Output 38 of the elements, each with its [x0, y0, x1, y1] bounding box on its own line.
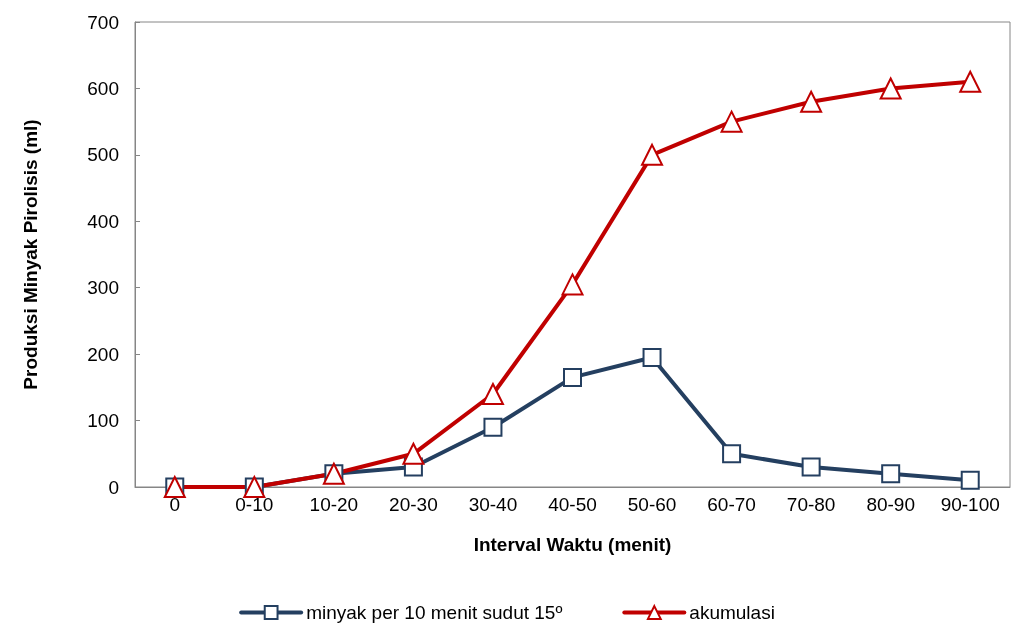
- point: [642, 347, 662, 367]
- point: [959, 70, 982, 93]
- point: [402, 442, 425, 465]
- point: [800, 90, 823, 113]
- y-tick-label: 200: [87, 343, 119, 365]
- point: [801, 457, 821, 477]
- point: [481, 383, 504, 405]
- y-tick-label: 100: [87, 410, 119, 432]
- legend-label: akumulasi: [689, 602, 775, 623]
- x-tick-label: 10-20: [309, 494, 359, 515]
- y-tick-label: 500: [87, 144, 119, 166]
- x-tick-label: 30-40: [468, 494, 518, 515]
- point: [641, 143, 664, 166]
- x-tick-label: 20-30: [389, 494, 438, 515]
- point: [720, 110, 743, 133]
- y-tick-label: 0: [108, 476, 119, 498]
- x-tick-label: 50-60: [627, 494, 677, 515]
- point: [561, 273, 584, 296]
- y-axis-title: Produksi Minyak Pirolisis (ml): [20, 119, 41, 390]
- x-tick-label: 0: [169, 494, 181, 515]
- point: [879, 77, 902, 100]
- point: [960, 470, 980, 490]
- y-tick-label: 700: [87, 11, 119, 33]
- x-tick-label: 80-90: [866, 494, 915, 515]
- y-tick-label: 400: [87, 210, 119, 232]
- point: [722, 444, 742, 464]
- point: [563, 367, 582, 387]
- legend-label: minyak per 10 menit sudut 15º: [306, 602, 563, 623]
- y-tick-label: 300: [87, 277, 119, 299]
- x-tick-label: 60-70: [707, 494, 756, 515]
- point: [483, 417, 503, 437]
- x-tick-label: 0-10: [235, 494, 274, 515]
- point: [881, 464, 901, 484]
- y-tick-label: 600: [87, 77, 119, 99]
- x-tick-label: 70-80: [786, 494, 836, 515]
- x-tick-label: 40-50: [548, 494, 597, 515]
- x-axis-title: Interval Waktu (menit): [473, 534, 672, 555]
- x-tick-label: 90-100: [940, 494, 1000, 515]
